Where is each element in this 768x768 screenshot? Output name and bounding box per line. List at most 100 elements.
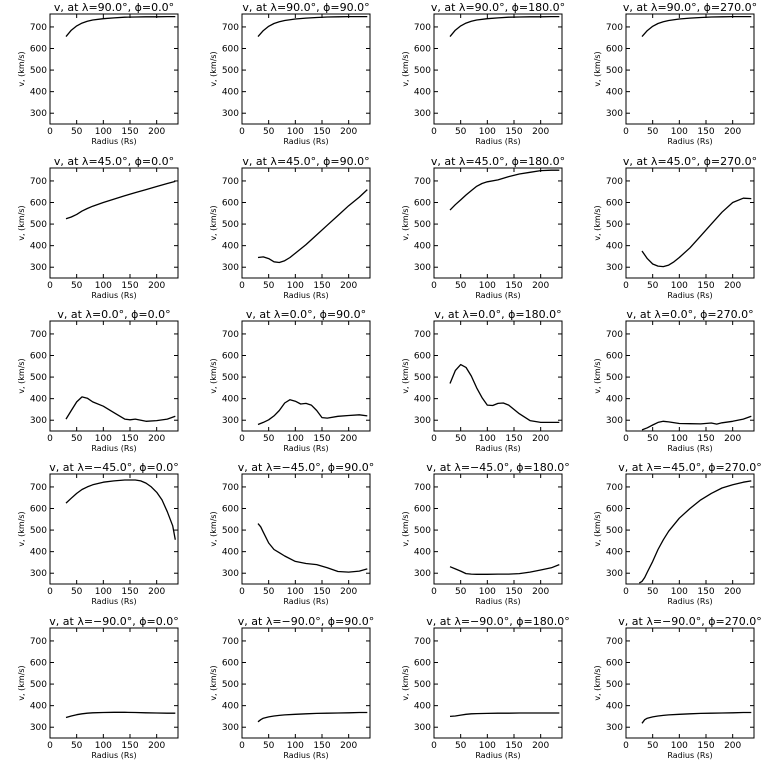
y-tick-label: 500 xyxy=(30,66,47,76)
y-axis-label: v, (km/s) xyxy=(401,665,410,700)
y-tick-label: 700 xyxy=(30,637,47,647)
y-tick-label: 300 xyxy=(30,109,47,119)
x-tick-label: 100 xyxy=(287,281,304,291)
x-tick-label: 200 xyxy=(148,434,165,444)
x-tick-label: 0 xyxy=(623,127,629,137)
plot-frame xyxy=(49,627,179,739)
x-tick-label: 100 xyxy=(479,587,496,597)
y-tick-label: 500 xyxy=(30,220,47,230)
y-axis-label: v, (km/s) xyxy=(209,511,218,546)
x-tick-label: 0 xyxy=(431,741,437,751)
y-axis-label: v, (km/s) xyxy=(17,511,26,546)
y-tick-label: 300 xyxy=(30,263,47,273)
x-tick-label: 100 xyxy=(287,741,304,751)
series-line xyxy=(449,363,560,424)
y-tick-label: 500 xyxy=(414,220,431,230)
plot-frame xyxy=(625,473,755,585)
x-tick-label: 200 xyxy=(148,127,165,137)
x-tick-label: 100 xyxy=(95,127,112,137)
y-axis-label: v, (km/s) xyxy=(209,205,218,240)
x-tick-label: 150 xyxy=(121,281,138,291)
x-axis-label: Radius (Rs) xyxy=(283,751,328,760)
y-tick-label: 600 xyxy=(222,199,239,209)
x-tick-label: 100 xyxy=(479,281,496,291)
x-tick-label: 100 xyxy=(479,127,496,137)
x-tick-label: 50 xyxy=(647,281,659,291)
y-tick-label: 600 xyxy=(414,352,431,362)
series-line xyxy=(449,712,560,718)
y-tick-label: 700 xyxy=(606,483,623,493)
y-tick-label: 300 xyxy=(606,723,623,733)
y-tick-label: 400 xyxy=(30,395,47,405)
x-tick-label: 50 xyxy=(263,434,275,444)
x-tick-label: 50 xyxy=(455,281,467,291)
series-line xyxy=(65,711,176,719)
x-tick-label: 100 xyxy=(671,741,688,751)
x-axis-label: Radius (Rs) xyxy=(283,444,328,453)
x-tick-label: 50 xyxy=(647,587,659,597)
panel-title: v, at λ=0.0°, ϕ=270.0° xyxy=(626,308,753,321)
x-tick-label: 100 xyxy=(671,281,688,291)
series-line xyxy=(257,189,368,264)
y-tick-label: 300 xyxy=(414,263,431,273)
x-tick-label: 150 xyxy=(313,127,330,137)
y-tick-label: 400 xyxy=(30,702,47,712)
panel: v, at λ=90.0°, ϕ=180.0° 0 50 100 150 200 300 40… xyxy=(401,1,565,146)
x-tick-label: 150 xyxy=(697,434,714,444)
y-tick-label: 700 xyxy=(30,23,47,33)
plot-frame xyxy=(241,167,371,279)
y-tick-label: 400 xyxy=(606,548,623,558)
panel-title: v, at λ=90.0°, ϕ=0.0° xyxy=(54,1,174,14)
y-tick-label: 400 xyxy=(606,395,623,405)
x-tick-label: 200 xyxy=(532,587,549,597)
x-axis-label: Radius (Rs) xyxy=(91,597,136,606)
y-axis-label: v, (km/s) xyxy=(17,665,26,700)
y-tick-label: 300 xyxy=(30,569,47,579)
panel: v, at λ=−90.0°, ϕ=180.0° 0 50 100 150 200 300 4… xyxy=(401,615,570,760)
y-tick-label: 600 xyxy=(30,199,47,209)
x-axis-label: Radius (Rs) xyxy=(91,751,136,760)
y-axis-label: v, (km/s) xyxy=(209,358,218,393)
x-tick-label: 150 xyxy=(697,741,714,751)
y-axis-label: v, (km/s) xyxy=(401,511,410,546)
x-axis-label: Radius (Rs) xyxy=(91,137,136,146)
y-tick-label: 300 xyxy=(414,723,431,733)
y-tick-label: 300 xyxy=(222,569,239,579)
panel-title: v, at λ=45.0°, ϕ=180.0° xyxy=(431,155,565,168)
plot-frame xyxy=(241,13,371,125)
y-tick-label: 600 xyxy=(222,45,239,55)
x-tick-label: 100 xyxy=(95,587,112,597)
plot-frame xyxy=(433,473,563,585)
x-tick-label: 150 xyxy=(505,741,522,751)
y-tick-label: 600 xyxy=(414,659,431,669)
panel-title: v, at λ=45.0°, ϕ=90.0° xyxy=(242,155,369,168)
x-tick-label: 150 xyxy=(505,587,522,597)
x-tick-label: 0 xyxy=(239,587,245,597)
x-tick-label: 200 xyxy=(532,741,549,751)
panel-title: v, at λ=−45.0°, ϕ=270.0° xyxy=(618,461,761,474)
series-line xyxy=(257,15,368,38)
plot-frame xyxy=(433,627,563,739)
panel-title: v, at λ=90.0°, ϕ=90.0° xyxy=(242,1,369,14)
y-tick-label: 700 xyxy=(606,330,623,340)
y-tick-label: 700 xyxy=(606,637,623,647)
x-tick-label: 0 xyxy=(47,587,53,597)
x-tick-label: 100 xyxy=(287,434,304,444)
x-tick-label: 150 xyxy=(313,281,330,291)
x-axis-label: Radius (Rs) xyxy=(667,291,712,300)
x-tick-label: 150 xyxy=(121,434,138,444)
plot-frame xyxy=(433,167,563,279)
x-axis-label: Radius (Rs) xyxy=(475,291,520,300)
y-tick-label: 500 xyxy=(222,220,239,230)
panel-title: v, at λ=−45.0°, ϕ=0.0° xyxy=(49,461,178,474)
x-tick-label: 100 xyxy=(95,741,112,751)
x-tick-label: 150 xyxy=(313,434,330,444)
series-line xyxy=(449,563,560,575)
panel: v, at λ=0.0°, ϕ=0.0° 0 50 100 150 200 300 400 50… xyxy=(17,308,179,453)
x-tick-label: 0 xyxy=(623,741,629,751)
y-tick-label: 400 xyxy=(222,702,239,712)
y-tick-label: 400 xyxy=(222,242,239,252)
x-tick-label: 0 xyxy=(47,434,53,444)
x-tick-label: 150 xyxy=(505,127,522,137)
y-tick-label: 300 xyxy=(222,109,239,119)
